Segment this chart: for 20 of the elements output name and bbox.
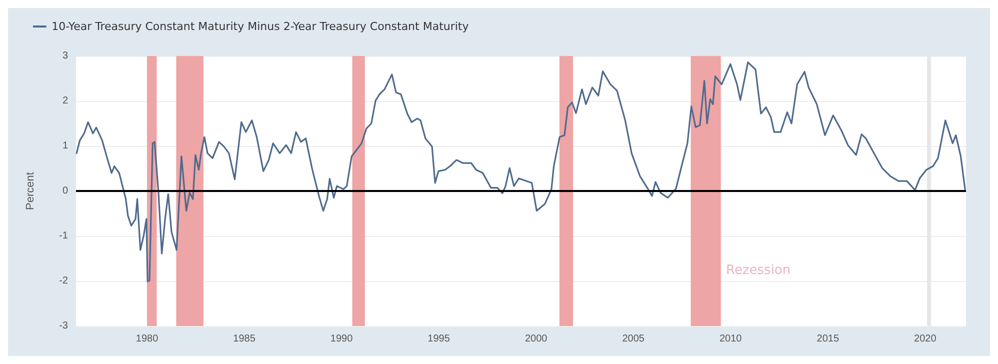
annotation: Rezession — [726, 263, 791, 278]
x-tick-label: 2005 — [622, 334, 645, 344]
y-tick-label: -1 — [59, 230, 68, 242]
x-tick-label: 1980 — [136, 334, 159, 344]
y-tick-label: 0 — [62, 186, 68, 196]
x-tick-label: 1990 — [330, 334, 354, 344]
x-tick-label: 2020 — [914, 334, 937, 344]
x-tick-label: 1985 — [233, 334, 256, 344]
y-axis-title: Percent — [24, 172, 36, 210]
legend-label: 10-Year Treasury Constant Maturity Minus 2-Year Treasury Constant Maturity — [52, 20, 470, 33]
y-tick-label: 2 — [62, 96, 68, 106]
y-tick-label: -2 — [59, 276, 68, 286]
y-tick-label: 1 — [62, 140, 68, 152]
x-tick-label: 2015 — [816, 334, 840, 344]
x-tick-label: 1995 — [428, 334, 450, 344]
line-series — [76, 62, 966, 282]
x-tick-label: 2000 — [524, 334, 548, 344]
y-tick-label: 3 — [62, 50, 68, 62]
y-tick-label: -3 — [59, 320, 68, 332]
x-tick-label: 2010 — [719, 334, 742, 344]
